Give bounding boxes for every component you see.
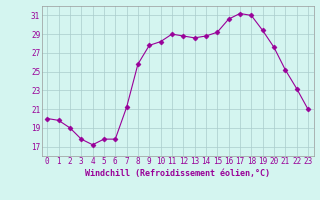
X-axis label: Windchill (Refroidissement éolien,°C): Windchill (Refroidissement éolien,°C) <box>85 169 270 178</box>
